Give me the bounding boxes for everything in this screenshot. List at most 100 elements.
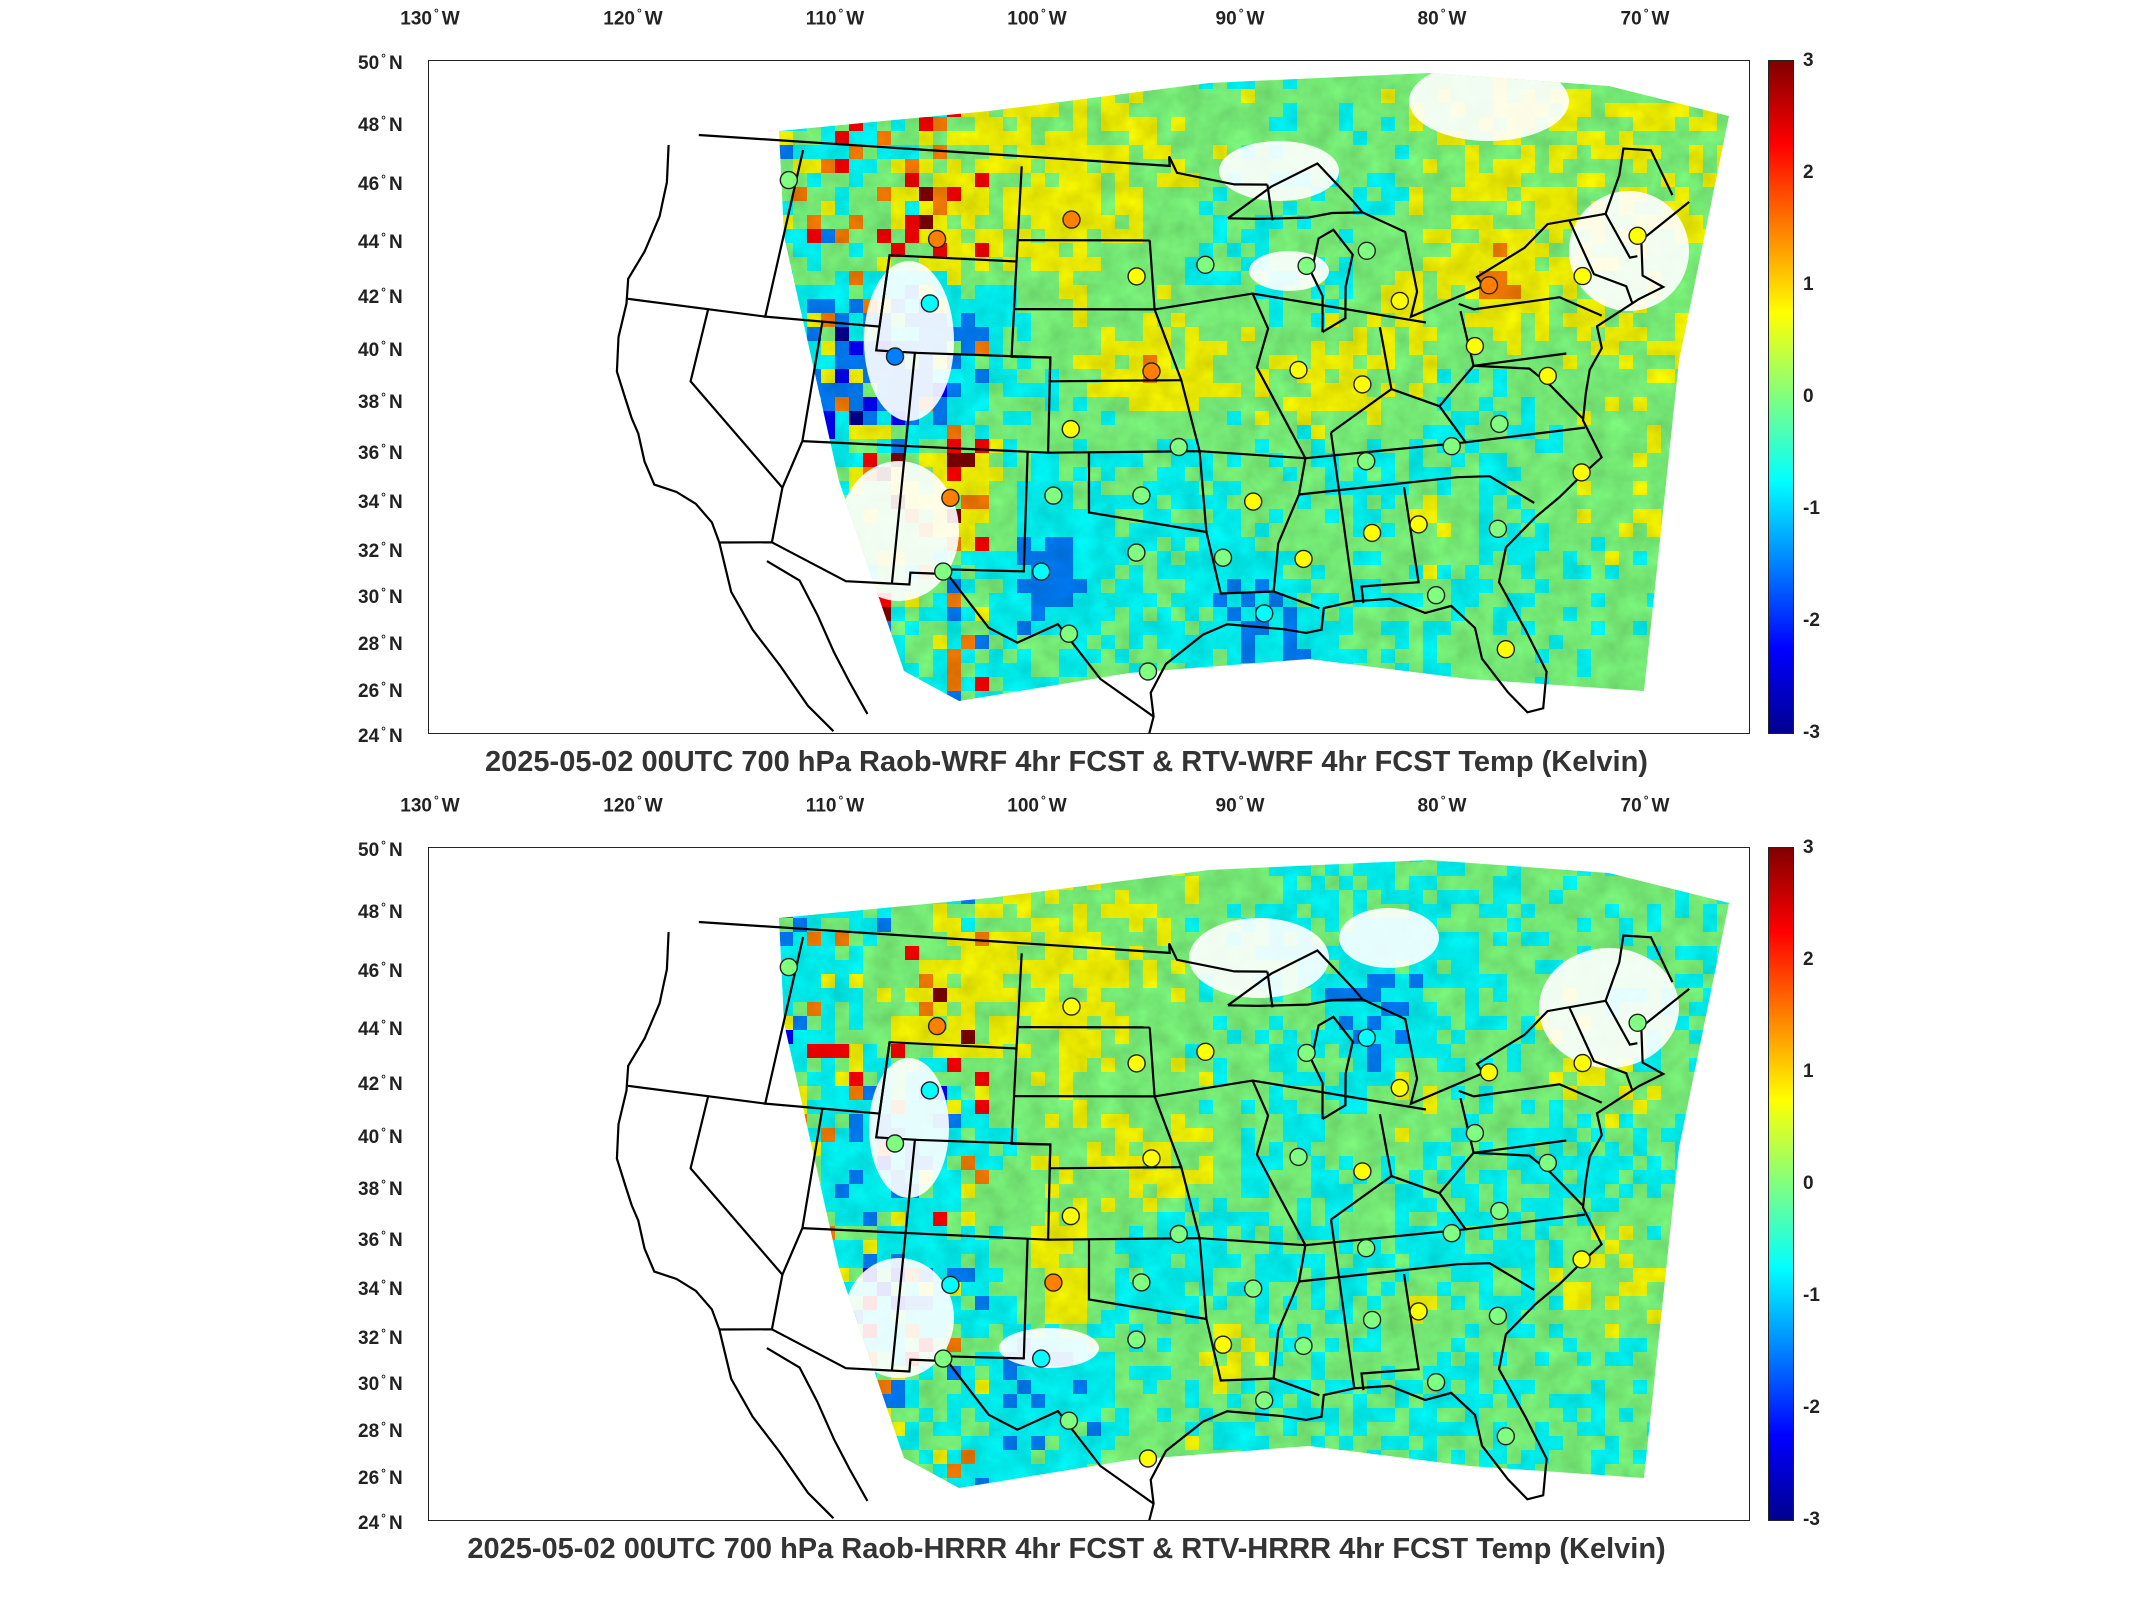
raob-station-marker (1213, 548, 1233, 567)
lon-tick: 120 ° W (603, 793, 663, 817)
raob-station-marker (941, 1275, 960, 1295)
colorbar-tick: 2 (1803, 949, 1814, 970)
raob-station-marker (1032, 562, 1051, 581)
raob-station-marker (1357, 452, 1376, 471)
field-layer (779, 860, 1729, 1488)
boundary-line (698, 920, 1268, 973)
raob-station-marker (1488, 519, 1508, 538)
raob-station-marker (1044, 1273, 1063, 1292)
raob-station-marker (1059, 1411, 1079, 1430)
lat-tick: 40 ° N (358, 337, 403, 362)
raob-station-marker (1409, 1302, 1428, 1321)
map-frame (428, 60, 1750, 734)
lat-tick: 46 ° N (358, 958, 403, 983)
boundary-line (1438, 1151, 1584, 1206)
raob-station-marker (779, 957, 798, 977)
boundary-line (627, 297, 766, 318)
raob-station-marker (1573, 266, 1592, 286)
lon-tick: 130 ° W (400, 793, 460, 817)
raob-station-marker (1059, 624, 1079, 643)
boundary-line (1251, 293, 1307, 592)
lat-tick: 42 ° N (358, 1071, 403, 1096)
boundary-line (689, 1096, 784, 1276)
raob-station-marker (1490, 1201, 1509, 1221)
panel-title: 2025-05-02 00UTC 700 hPa Raob-WRF 4hr FC… (485, 746, 1648, 778)
raob-station-marker (1479, 276, 1499, 295)
lat-tick: 32 ° N (358, 1325, 403, 1350)
boundary-line (1330, 1174, 1467, 1230)
boundary-line (766, 1347, 869, 1502)
raob-station-marker (934, 1349, 953, 1368)
raob-station-marker (1357, 1239, 1376, 1258)
boundary-line (1438, 364, 1584, 419)
boundary-line (766, 560, 869, 715)
raob-station-marker (1573, 1053, 1592, 1073)
raob-station-marker (1488, 1306, 1508, 1325)
boundary-line (1310, 228, 1354, 334)
raob-station-marker (1244, 492, 1263, 511)
raob-stations-layer (779, 957, 1647, 1468)
lat-tick: 24 ° N (358, 723, 403, 748)
raob-station-marker (1442, 1224, 1461, 1243)
lon-tick: 110 ° W (805, 6, 865, 30)
boundary-line (615, 144, 835, 732)
boundary-line (802, 1213, 1586, 1247)
boundary-line (1310, 1015, 1354, 1121)
boundary-line (615, 931, 835, 1519)
boundary-line (1087, 452, 1320, 610)
boundary-line (1360, 1273, 1420, 1391)
raob-station-marker (1244, 1279, 1263, 1298)
boundary-line (1362, 934, 1674, 1106)
colorbar-tick: -3 (1803, 1509, 1820, 1530)
boundary-line (770, 321, 824, 543)
lon-tick: 100 ° W (1007, 793, 1067, 817)
boundary-line (1298, 475, 1535, 504)
raob-station-marker (1362, 523, 1382, 543)
boundary-line (1360, 486, 1420, 604)
colorbar-tick: -2 (1803, 610, 1820, 631)
colorbar-tick: 3 (1803, 837, 1814, 858)
lon-tick: 110 ° W (805, 793, 865, 817)
raob-station-marker (1465, 1123, 1485, 1143)
boundary-line (1087, 1239, 1320, 1397)
boundary-line (1568, 1006, 1634, 1091)
lon-tick: 120 ° W (603, 6, 663, 30)
raob-station-marker (1390, 291, 1409, 311)
colorbar-tick: 0 (1803, 1173, 1814, 1194)
lat-tick: 42 ° N (358, 284, 403, 309)
raob-station-marker (1032, 1349, 1051, 1368)
lon-tick: 70 ° W (1620, 6, 1670, 30)
lat-tick: 24 ° N (358, 1510, 403, 1535)
colorbar-tick: 2 (1803, 162, 1814, 183)
lat-tick: 50 ° N (358, 837, 403, 862)
raob-station-marker (1061, 419, 1080, 439)
lat-tick: 48 ° N (358, 112, 403, 137)
raob-station-marker (1390, 1078, 1409, 1098)
raob-station-marker (1409, 515, 1428, 534)
boundary-line (1378, 1113, 1393, 1177)
basemap-lines (615, 133, 1690, 733)
boundary-line (1362, 147, 1674, 319)
lat-tick: 28 ° N (358, 631, 403, 656)
raob-station-marker (1294, 549, 1313, 569)
raob-station-marker (1357, 241, 1376, 261)
raob-station-marker (920, 1081, 940, 1100)
boundary-line (1148, 201, 1690, 733)
raob-station-marker (779, 170, 798, 190)
raob-station-marker (1353, 375, 1372, 394)
map-frame (428, 847, 1750, 1521)
lon-tick: 80 ° W (1417, 6, 1467, 30)
boundary-line (1013, 292, 1427, 324)
boundary-line (1227, 162, 1365, 221)
raob-station-marker (1138, 1449, 1158, 1468)
raob-station-marker (1132, 486, 1151, 505)
colorbar-tick: 0 (1803, 386, 1814, 407)
raob-station-marker (920, 294, 940, 313)
raob-station-marker (1426, 586, 1446, 605)
raob-station-marker (1426, 1373, 1446, 1392)
lat-tick: 32 ° N (358, 538, 403, 563)
colorbar-tick: 1 (1803, 274, 1814, 295)
lat-tick: 48 ° N (358, 899, 403, 924)
boundary-line (1458, 296, 1603, 317)
boundary-line (945, 452, 1029, 573)
